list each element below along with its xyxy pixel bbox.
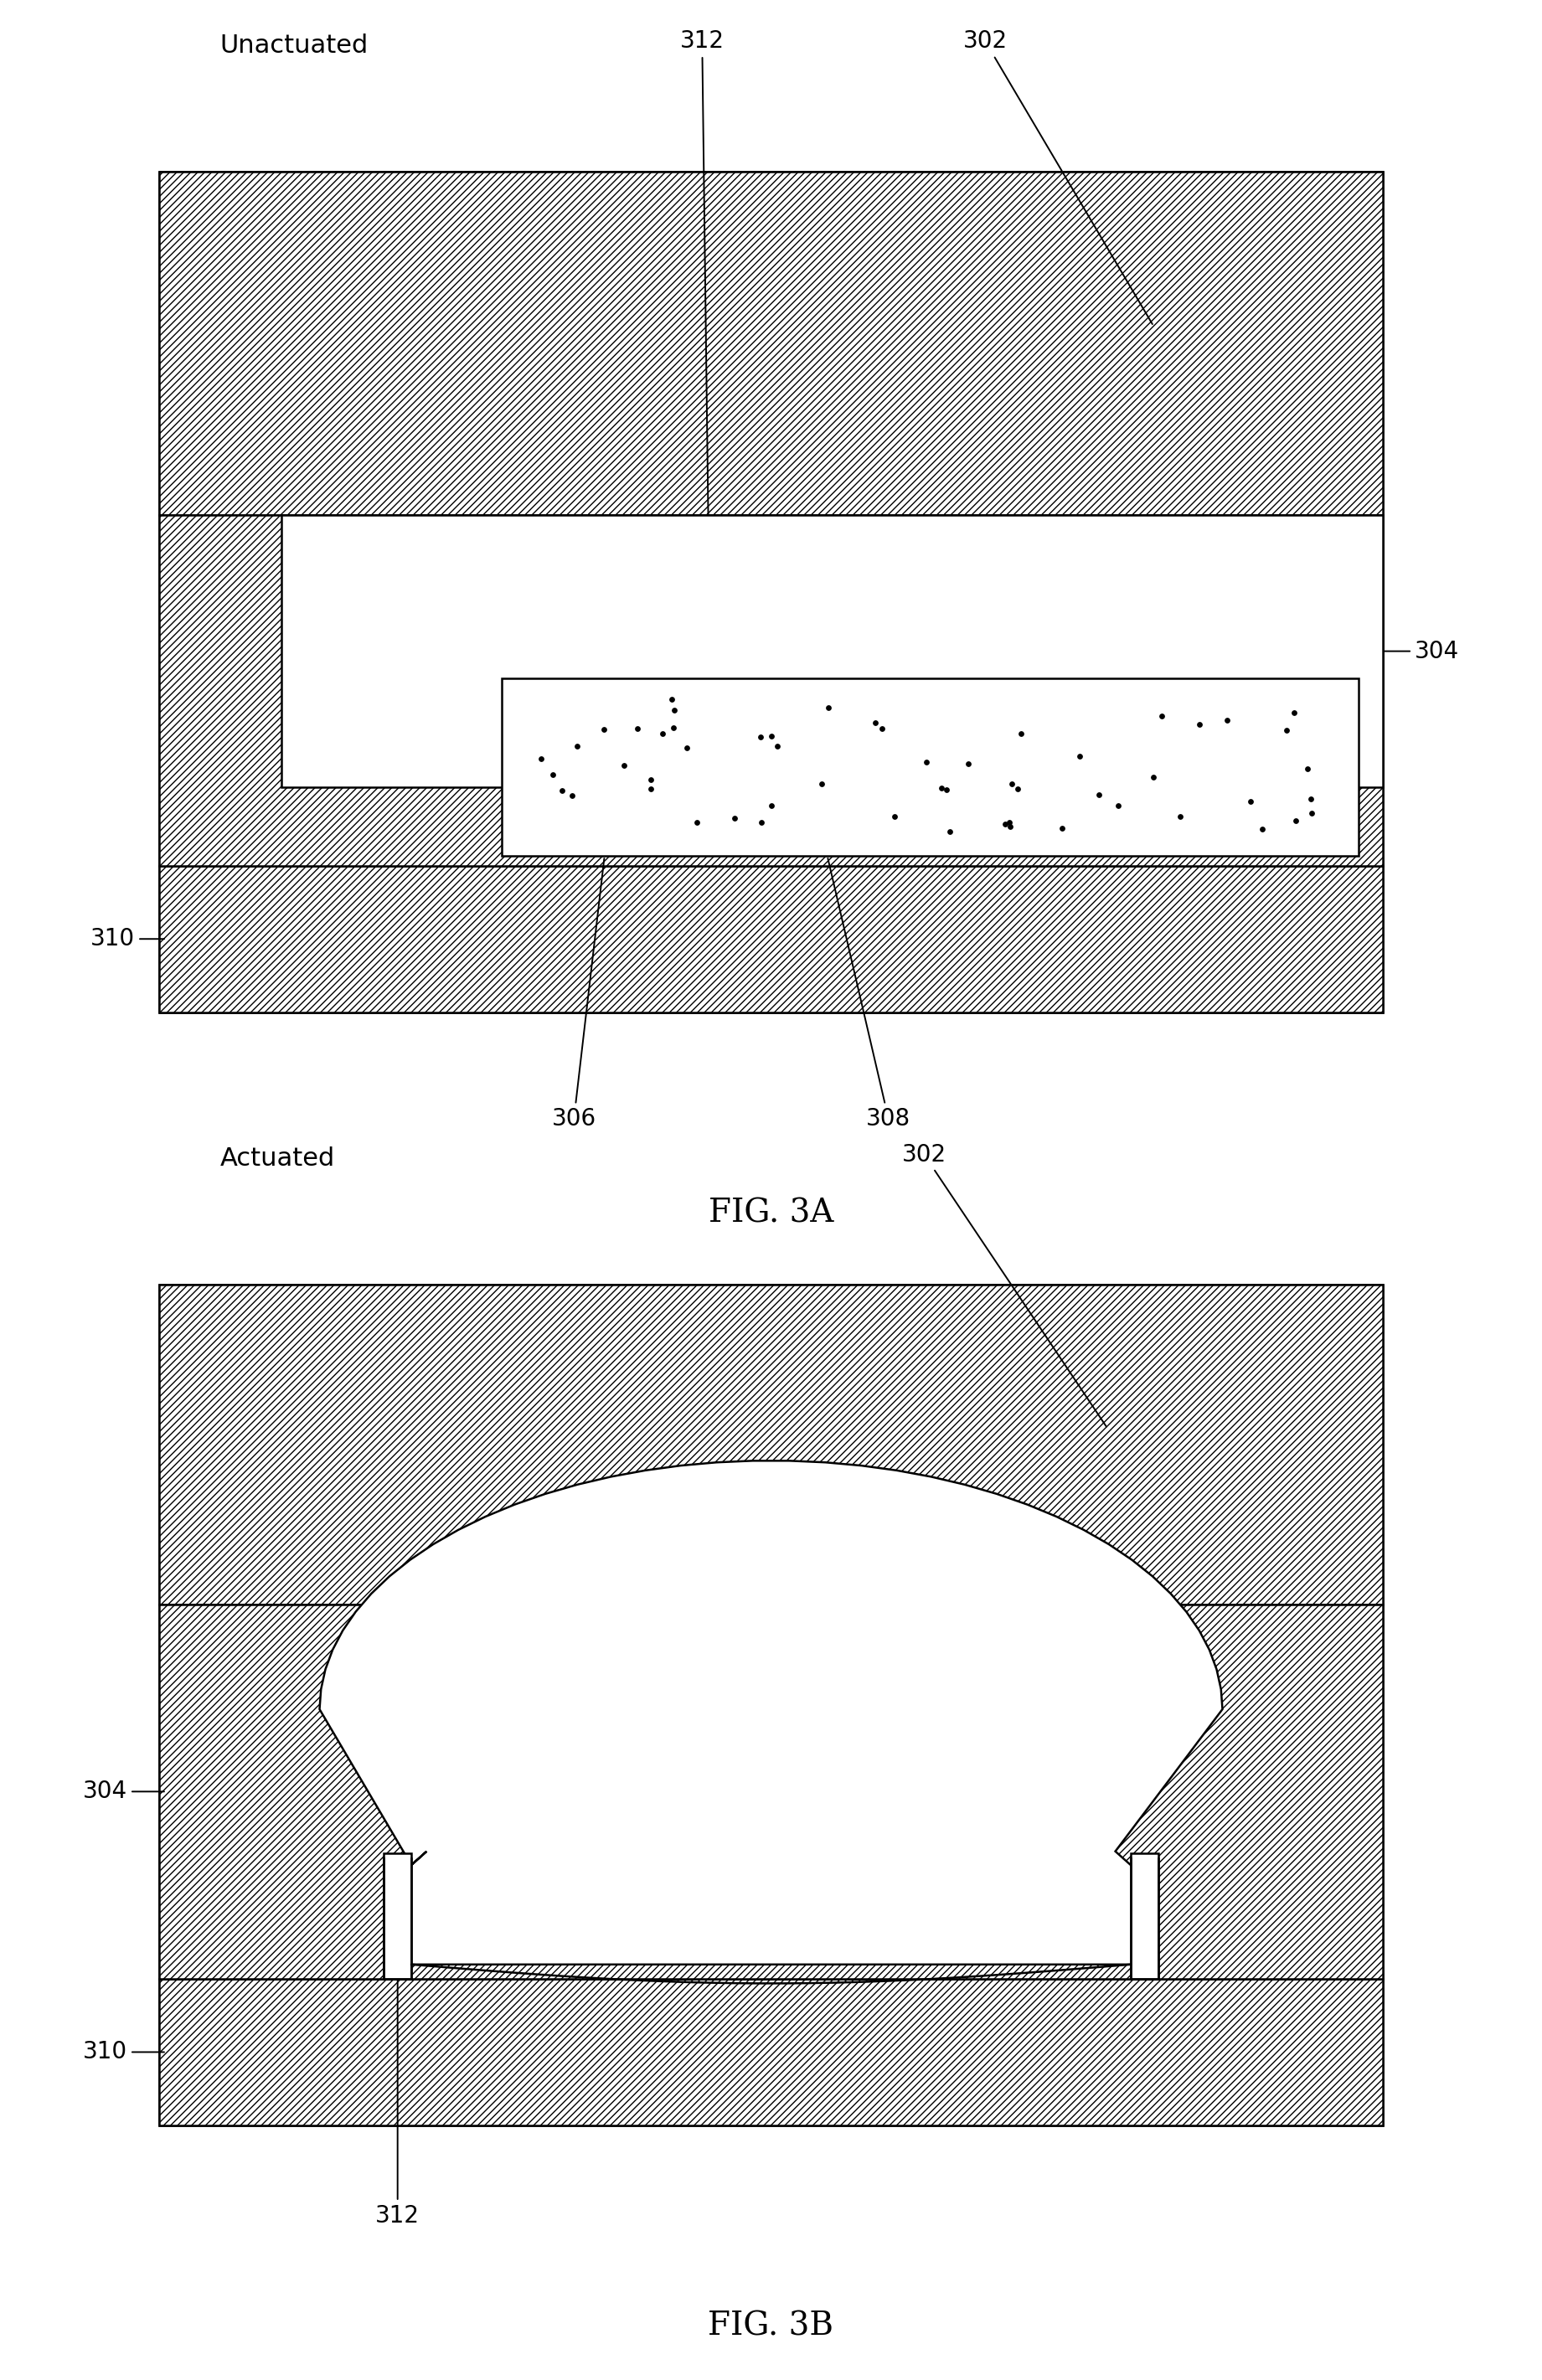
Bar [159, 171, 1383, 514]
Point [1067, 738, 1092, 776]
Point [638, 762, 663, 800]
Point [1050, 809, 1075, 847]
Bar [159, 866, 1383, 1012]
Point [870, 709, 894, 747]
Text: FIG. 3A: FIG. 3A [708, 1197, 834, 1228]
Point [662, 709, 686, 747]
Polygon shape [412, 1866, 1130, 1964]
Point [1187, 704, 1212, 743]
Point [759, 785, 783, 823]
Text: 312: 312 [680, 29, 725, 635]
Point [1005, 769, 1030, 807]
Text: FIG. 3B: FIG. 3B [708, 2311, 834, 2342]
Polygon shape [319, 1461, 1223, 1964]
Point [540, 754, 564, 793]
Point [999, 766, 1024, 804]
Bar [384, 1854, 412, 1978]
Bar [159, 171, 1383, 1011]
Point [638, 769, 663, 807]
Point [998, 807, 1022, 845]
Point [1106, 788, 1130, 826]
Text: 302: 302 [964, 29, 1152, 324]
Point [662, 690, 686, 728]
Text: 304: 304 [83, 1780, 163, 1804]
Text: 306: 306 [552, 859, 604, 1130]
Point [722, 800, 746, 838]
Text: 310: 310 [83, 2040, 163, 2063]
Point [938, 812, 962, 850]
Point [1149, 697, 1173, 735]
Point [560, 776, 584, 814]
Point [651, 714, 675, 752]
Point [529, 740, 554, 778]
Text: 312: 312 [375, 1980, 419, 2228]
Bar [159, 1978, 1383, 2125]
Point [759, 716, 783, 754]
Point [626, 709, 651, 747]
Point [1008, 714, 1033, 752]
Point [1141, 757, 1166, 795]
Point [674, 728, 699, 766]
Point [1274, 712, 1298, 750]
Point [1251, 809, 1275, 847]
Text: 308: 308 [828, 859, 911, 1130]
Point [956, 745, 981, 783]
Point [1238, 783, 1263, 821]
Point [1167, 797, 1192, 835]
Point [1215, 702, 1240, 740]
Bar [281, 514, 1383, 788]
Text: Unactuated: Unactuated [221, 33, 369, 57]
Point [810, 764, 834, 802]
Point [564, 728, 589, 766]
Text: 302: 302 [902, 1142, 1107, 1426]
Point [930, 769, 954, 807]
Point [882, 797, 907, 835]
Point [934, 771, 959, 809]
Bar [159, 1604, 1383, 1978]
Point [816, 688, 840, 726]
Point [1295, 750, 1320, 788]
Point [1298, 781, 1323, 819]
Text: Actuated: Actuated [221, 1147, 335, 1171]
Point [765, 728, 790, 766]
Point [914, 743, 939, 781]
Bar [159, 1285, 1383, 1604]
Point [748, 719, 773, 757]
Text: 304: 304 [1379, 640, 1459, 664]
Point [685, 804, 709, 843]
Point [862, 702, 887, 740]
Point [660, 681, 685, 719]
Point [993, 804, 1018, 843]
Point [1298, 795, 1323, 833]
Bar [159, 1285, 1383, 2125]
Bar [501, 678, 1359, 857]
Bar [159, 514, 1383, 866]
Point [592, 712, 617, 750]
Bar [1130, 1854, 1158, 1978]
Point [550, 771, 575, 809]
Point [749, 804, 774, 843]
Point [998, 802, 1022, 840]
Point [1283, 802, 1308, 840]
Text: 310: 310 [91, 928, 163, 950]
Point [1087, 776, 1112, 814]
Point [1281, 693, 1306, 731]
Point [611, 747, 635, 785]
